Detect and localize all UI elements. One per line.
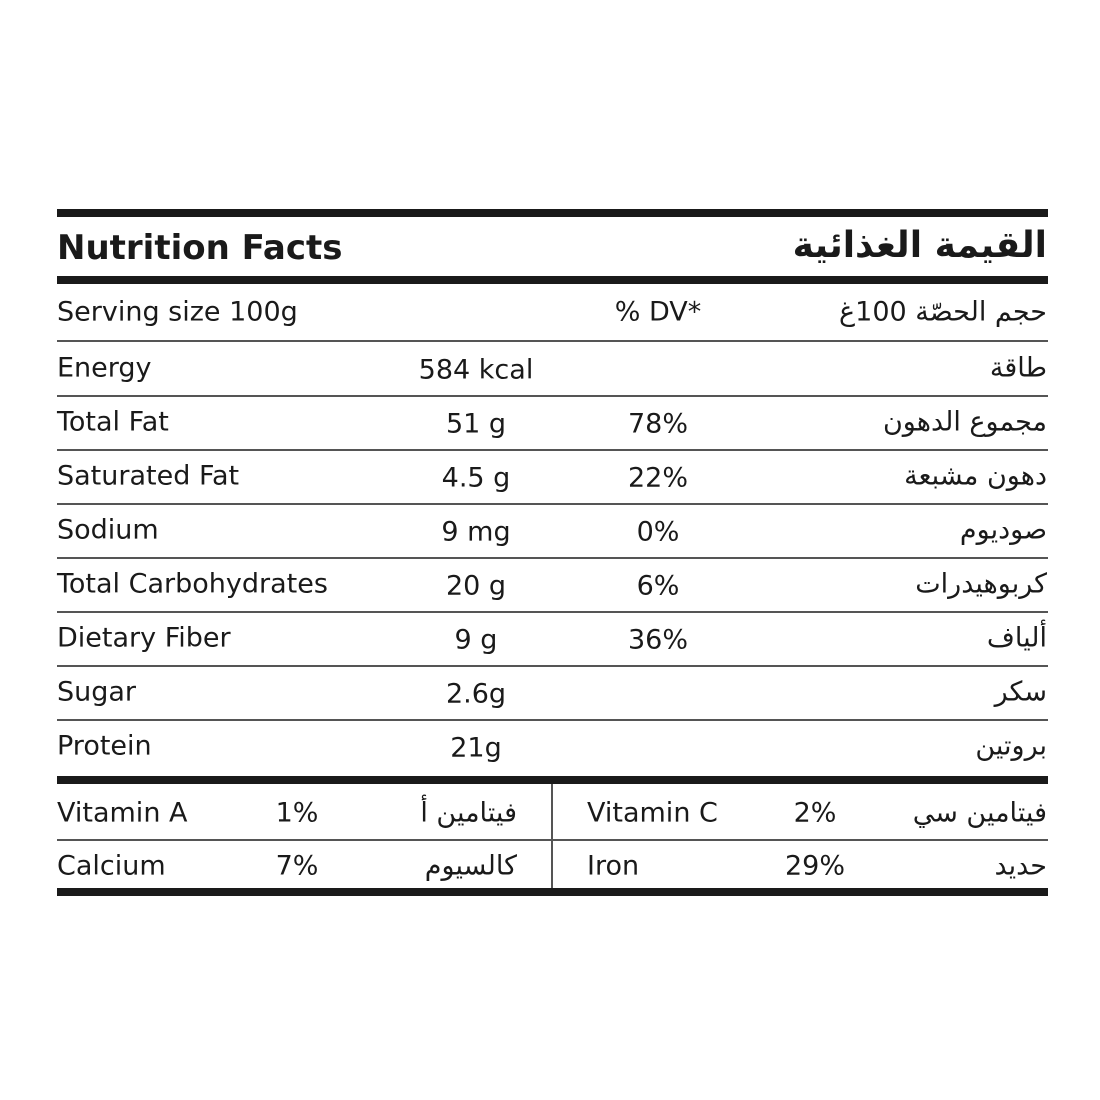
nutrient-name-ar: مجموع الدهون <box>882 406 1047 438</box>
nutrient-dv: 0% <box>636 516 680 548</box>
nutrient-amount: 2.6g <box>445 678 507 710</box>
nutrient-dv: 22% <box>627 462 689 494</box>
nutrient-name-ar: ألياف <box>986 622 1047 654</box>
rule <box>57 611 1048 613</box>
vitamin-name-ar: كالسيوم <box>424 850 517 882</box>
nutrient-amount: 9 g <box>454 624 498 656</box>
rule <box>57 449 1048 451</box>
nutrient-name: Protein <box>57 730 152 762</box>
rule <box>57 719 1048 721</box>
nutrient-amount: 21g <box>450 732 502 764</box>
rule <box>57 395 1048 397</box>
title: Nutrition Facts <box>57 228 343 268</box>
nutrient-name-ar: بروتين <box>975 730 1047 762</box>
nutrient-name: Total Carbohydrates <box>57 568 328 600</box>
nutrient-amount: 20 g <box>445 570 507 602</box>
vitamin-value: 2% <box>793 797 837 829</box>
rule <box>57 209 1048 217</box>
nutrient-dv: 6% <box>636 570 680 602</box>
nutrient-name: Total Fat <box>57 406 169 438</box>
serving-size: Serving size 100g <box>57 296 298 328</box>
vitamin-value: 7% <box>275 850 319 882</box>
vitamin-name-ar: فيتامين سي <box>912 797 1047 829</box>
nutrient-name-ar: دهون مشبعة <box>904 460 1047 492</box>
nutrient-amount: 584 kcal <box>418 354 534 386</box>
rule <box>57 665 1048 667</box>
rule <box>57 776 1048 784</box>
title-ar: القيمة الغذائية <box>792 225 1047 266</box>
nutrient-amount: 9 mg <box>441 516 511 548</box>
nutrient-name: Dietary Fiber <box>57 622 231 654</box>
nutrient-amount: 51 g <box>445 408 507 440</box>
nutrient-name: Sugar <box>57 676 137 708</box>
nutrient-dv: 36% <box>627 624 689 656</box>
vitamin-name-ar: حديد <box>994 850 1047 882</box>
rule <box>57 888 1048 896</box>
nutrient-name-ar: سكر <box>994 676 1047 708</box>
nutrient-amount: 4.5 g <box>441 462 511 494</box>
vitamin-name-ar: فيتامين أ <box>420 797 517 829</box>
nutrient-name-ar: كربوهيدرات <box>915 568 1047 600</box>
nutrient-name-ar: صوديوم <box>959 514 1047 546</box>
vitamin-name: Vitamin A <box>57 797 188 829</box>
nutrient-name: Sodium <box>57 514 159 546</box>
nutrient-name: Saturated Fat <box>57 460 240 492</box>
rule <box>57 503 1048 505</box>
nutrient-name-ar: طاقة <box>989 352 1047 384</box>
nutrient-name: Energy <box>57 352 152 384</box>
vitamin-value: 29% <box>784 850 846 882</box>
vitamin-name: Vitamin C <box>587 797 718 829</box>
divider <box>551 784 553 888</box>
nutrient-dv: 78% <box>627 408 689 440</box>
vitamin-name: Iron <box>587 850 640 882</box>
dv-header: % DV* <box>614 296 702 328</box>
rule <box>57 276 1048 284</box>
rule <box>57 557 1048 559</box>
vitamin-value: 1% <box>275 797 319 829</box>
vitamin-name: Calcium <box>57 850 166 882</box>
rule <box>57 340 1048 342</box>
serving-size-ar: حجم الحصّة 100غ <box>839 296 1047 328</box>
